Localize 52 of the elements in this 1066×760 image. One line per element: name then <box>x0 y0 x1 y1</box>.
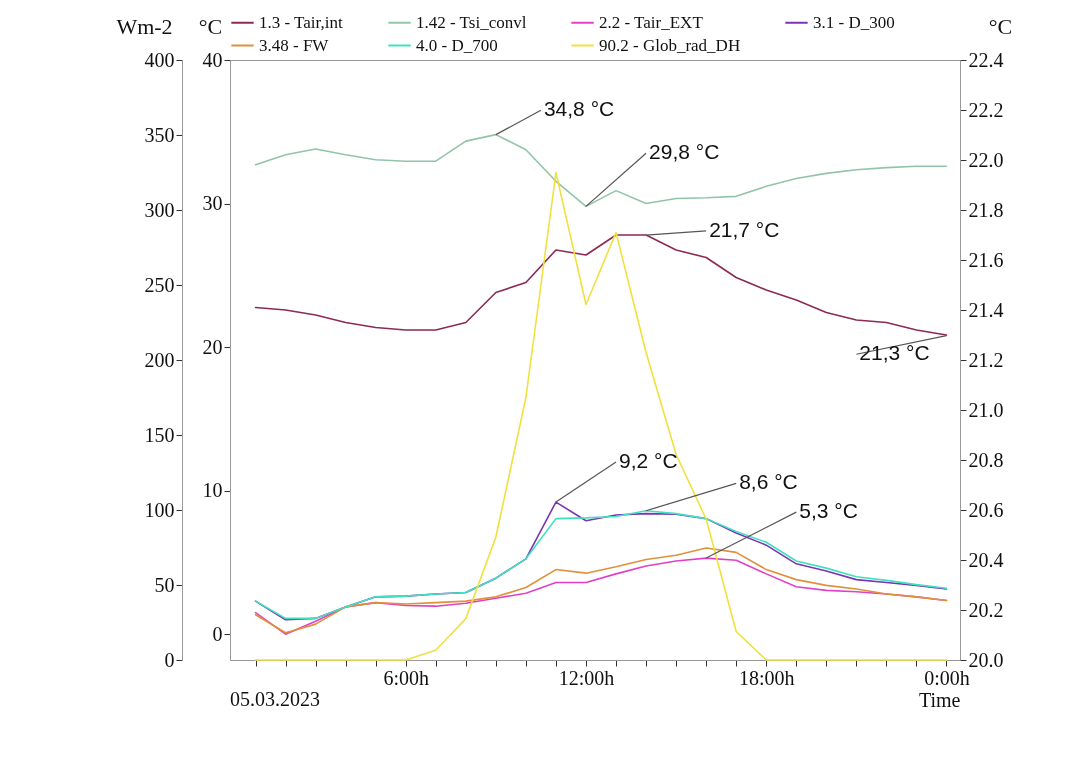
y-tick-label: 10 <box>202 479 223 502</box>
y2-tick-label: 21.0 <box>968 398 1004 421</box>
legend-label: 90.2 - Glob_rad_DH <box>599 35 741 55</box>
y2-tick-label: 20.2 <box>968 598 1004 621</box>
annotation: 9,2 °C <box>619 448 678 472</box>
y3-tick-label: 350 <box>144 123 175 146</box>
y-tick-label: 30 <box>202 192 223 215</box>
x-tick-label: 18:00h <box>738 666 795 689</box>
y-tick-label: 40 <box>202 48 223 71</box>
y-tick-label: 20 <box>202 335 223 358</box>
line-series <box>254 133 948 208</box>
y2-tick-label: 22.2 <box>968 98 1004 121</box>
y3-tick-label: 200 <box>144 348 175 371</box>
y2-tick-label: 21.6 <box>968 248 1004 271</box>
legend-label: 1.3 - Tair,int <box>259 12 344 32</box>
x-tick-label: 12:00h <box>558 666 615 689</box>
y-axis-title: °C <box>198 13 223 39</box>
legend-label: 3.1 - D_300 <box>813 12 895 32</box>
annotation: 34,8 °C <box>543 97 615 121</box>
y2-tick-label: 21.2 <box>968 348 1004 371</box>
annotation: 5,3 °C <box>799 499 858 523</box>
y-tick-label: 0 <box>212 622 223 645</box>
legend-label: 4.0 - D_700 <box>416 35 498 55</box>
x-tick-label: 6:00h <box>383 666 430 689</box>
y3-tick-label: 150 <box>144 423 175 446</box>
x-tick-label: 0:00h <box>924 666 970 689</box>
y3-axis-title: Wm-2 <box>116 13 173 39</box>
y3-tick-label: 50 <box>154 573 175 596</box>
annotation: 21,7 °C <box>709 217 780 241</box>
y2-tick-label: 22.4 <box>968 48 1004 71</box>
annotation: 29,8 °C <box>649 140 720 164</box>
y2-tick-label: 20.0 <box>968 648 1004 671</box>
y2-axis-title: °C <box>988 13 1013 39</box>
line-series <box>254 171 948 661</box>
legend-label: 1.42 - Tsi_convl <box>416 12 527 32</box>
y2-tick-label: 21.4 <box>968 298 1004 321</box>
y2-tick-label: 22.0 <box>968 148 1004 171</box>
y3-tick-label: 300 <box>144 198 175 221</box>
annotation: 21,3 °C <box>859 341 930 365</box>
y3-tick-label: 100 <box>144 498 175 521</box>
annotation: 8,6 °C <box>739 470 798 494</box>
y3-tick-label: 250 <box>144 273 175 296</box>
y3-tick-label: 400 <box>144 48 175 71</box>
x-axis-title: Time <box>918 688 961 711</box>
text: 05.03.2023 <box>230 688 320 710</box>
legend-label: 3.48 - FW <box>259 35 330 55</box>
y2-tick-label: 20.8 <box>968 448 1004 471</box>
y3-tick-label: 0 <box>164 648 175 671</box>
y2-tick-label: 21.8 <box>968 198 1004 221</box>
y2-tick-label: 20.4 <box>968 548 1004 571</box>
legend-label: 2.2 - Tair_EXT <box>599 12 704 32</box>
y2-tick-label: 20.6 <box>968 498 1004 521</box>
